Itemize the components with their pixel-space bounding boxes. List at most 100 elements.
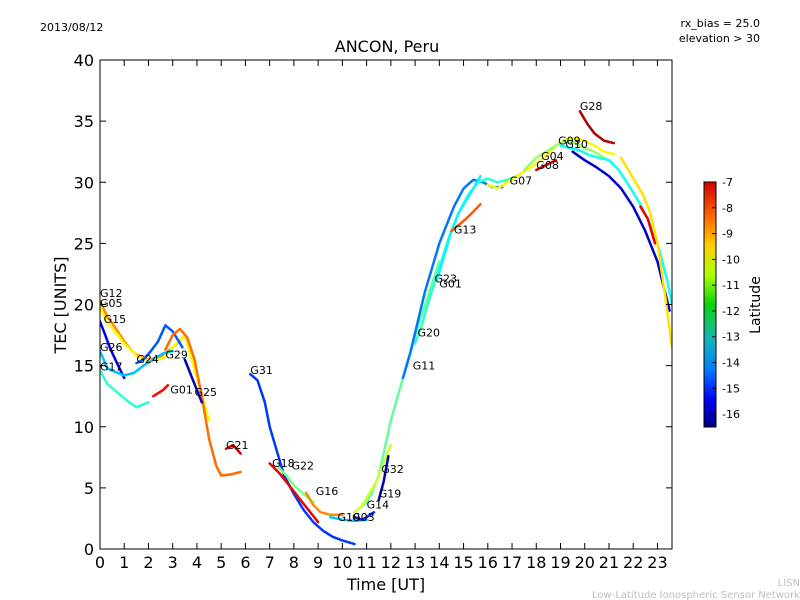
x-tick-label-9: 9 [313,553,323,572]
x-tick-label-2: 2 [143,553,153,572]
series-line-27 [571,150,671,312]
satellite-label-7: G01 [170,384,193,397]
satellite-label-16: G14 [367,499,390,512]
series-line-4 [100,369,150,409]
x-axis-ticks: 0 1 2 3 4 5 6 7 8 9 10 11 12 13 14 15 16 17 18 19 20 21 22 23 [95,60,668,572]
series-line-18 [377,454,390,502]
colorbar [703,181,717,428]
x-tick-label-20: 20 [575,553,595,572]
x-tick-label-4: 4 [192,553,202,572]
colorbar-tick-label-8: -15 [722,382,740,395]
colorbar-ticks: -7 -8 -9 -10 -11 -12 -13 -14 -15 -16 [712,176,740,421]
x-tick-label-14: 14 [429,553,449,572]
y-axis-label: TEC [UNITS] [51,257,70,355]
x-axis-label: Time [UT] [346,575,425,594]
series-line-12 [275,464,315,504]
x-tick-label-3: 3 [168,553,178,572]
x-tick-label-11: 11 [356,553,376,572]
series-line-22 [450,203,482,233]
x-tick-label-0: 0 [95,553,105,572]
y-tick-label-0: 0 [84,540,94,559]
x-tick-label-10: 10 [332,553,352,572]
series-layer [100,110,672,546]
series-line-17 [353,443,393,514]
series-line-21 [435,174,482,282]
series-line-6 [164,327,242,477]
colorbar-tick-label-1: -8 [722,202,733,215]
series-line-5 [135,324,184,365]
y-tick-label-8: 40 [74,51,94,70]
y-tick-label-3: 15 [74,357,94,376]
series-line-23 [486,136,616,190]
satellite-label-18: G32 [381,463,404,476]
series-line-24 [522,139,616,172]
colorbar-tick-label-7: -14 [722,357,740,370]
series-line-2 [100,320,126,380]
satellite-label-11: G18 [272,457,295,470]
series-line-3 [100,349,174,377]
series-line-7 [152,383,170,398]
colorbar-tick-label-6: -13 [722,331,740,344]
satellite-label-21: G23 [435,273,458,286]
elevation-label: elevation > 30 [679,32,760,45]
x-tick-label-8: 8 [289,553,299,572]
rx-bias-label: rx_bias = 25.0 [681,17,760,30]
y-tick-label-2: 10 [74,418,94,437]
colorbar-tick-label-0: -7 [722,176,733,189]
footer-lisn: LISN [778,578,800,589]
x-tick-label-19: 19 [550,553,570,572]
satellite-label-25: G04 [541,150,564,163]
satellite-label-14: G10 [338,511,361,524]
series-line-8 [183,358,204,404]
x-tick-label-5: 5 [216,553,226,572]
satellite-label-8: G25 [195,386,218,399]
date-label: 2013/08/12 [40,21,103,34]
satellite-label-17: G19 [379,488,402,501]
chart-title: ANCON, Peru [335,37,439,56]
series-line-11 [268,462,320,524]
x-tick-label-23: 23 [647,553,667,572]
series-line-1 [100,305,211,422]
satellite-label-9: G21 [226,439,249,452]
colorbar-tick-label-3: -10 [722,253,740,266]
x-tick-label-13: 13 [405,553,425,572]
series-line-19 [401,178,504,380]
series-line-26 [559,144,672,306]
y-tick-label-1: 5 [84,479,94,498]
satellite-label-6: G29 [165,348,188,361]
colorbar-tick-label-9: -16 [722,408,740,421]
satellite-label-24: G07 [510,175,533,188]
x-tick-label-18: 18 [526,553,546,572]
x-tick-label-1: 1 [119,553,129,572]
x-tick-label-7: 7 [265,553,275,572]
x-tick-label-6: 6 [240,553,250,572]
series-line-15 [353,511,376,521]
satellite-label-27: G09 [558,134,581,147]
satellite-label-12: G22 [292,460,315,473]
satellite-label-2: G15 [104,313,127,326]
satellite-label-10: G31 [250,364,273,377]
satellite-label-15: G03 [352,511,375,524]
series-line-13 [304,491,344,517]
satellite-label-3: G26 [100,341,123,354]
series-line-25 [535,158,557,172]
series-line-9 [224,443,242,455]
satellite-label-20: G20 [418,326,441,339]
y-axis-ticks: 0 5 10 15 20 25 30 35 40 [74,51,672,559]
series-line-29 [619,156,672,349]
satellite-label-5: G24 [136,353,159,366]
y-tick-label-7: 35 [74,112,94,131]
colorbar-tick-label-5: -12 [722,305,740,318]
x-tick-label-16: 16 [478,553,498,572]
x-tick-label-22: 22 [623,553,643,572]
satellite-label-1: G05 [100,297,123,310]
x-tick-label-15: 15 [453,553,473,572]
satellite-label-13: G16 [316,485,339,498]
y-tick-label-6: 30 [74,173,94,192]
satellite-label-29: G28 [580,100,603,113]
x-tick-label-21: 21 [599,553,619,572]
satellite-label-0: G12 [100,287,123,300]
y-tick-label-4: 20 [74,296,94,315]
series-line-16 [360,260,441,508]
